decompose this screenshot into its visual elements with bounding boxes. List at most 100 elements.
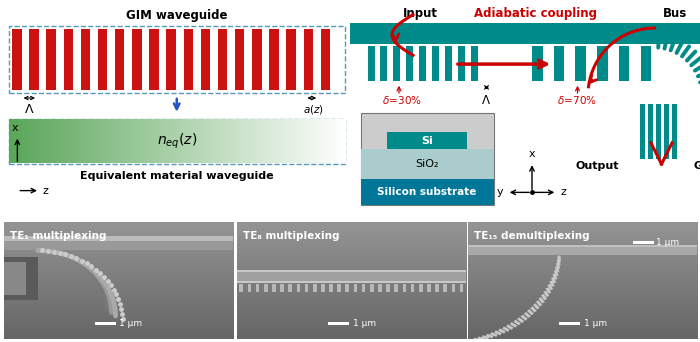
Bar [378, 284, 382, 292]
Bar [115, 29, 125, 90]
Bar [469, 339, 476, 342]
Text: TE₁₅ demultiplexing: TE₁₅ demultiplexing [475, 231, 590, 241]
Text: $\Lambda$: $\Lambda$ [24, 103, 34, 116]
Bar [477, 337, 485, 341]
Bar [218, 29, 228, 90]
Bar [237, 270, 466, 272]
Text: Bus: Bus [664, 8, 687, 21]
Bar [321, 29, 330, 90]
Bar [337, 284, 341, 292]
Bar [393, 47, 400, 81]
Bar [664, 104, 668, 159]
Bar [672, 104, 677, 159]
Bar [98, 29, 107, 90]
Bar [411, 284, 414, 292]
Text: 1 μm: 1 μm [353, 319, 376, 328]
Bar [648, 104, 652, 159]
Text: z: z [42, 186, 48, 196]
Bar [328, 323, 349, 325]
Bar [201, 29, 210, 90]
Text: x: x [528, 149, 536, 159]
Bar [513, 320, 521, 326]
Text: y: y [497, 187, 503, 197]
Bar [545, 287, 552, 294]
Bar [556, 259, 561, 265]
Bar [256, 284, 260, 292]
Bar [520, 315, 528, 320]
Text: Output: Output [576, 161, 620, 171]
Bar [321, 284, 325, 292]
Bar [329, 284, 332, 292]
Bar [386, 284, 390, 292]
Text: 1 μm: 1 μm [584, 319, 607, 328]
Bar [368, 47, 374, 81]
Bar [46, 29, 56, 90]
Text: $\delta\!=\!70\%$: $\delta\!=\!70\%$ [557, 94, 598, 106]
Bar [554, 270, 559, 276]
Text: 1 μm: 1 μm [120, 319, 143, 328]
Bar [533, 303, 540, 310]
Bar [270, 29, 279, 90]
Bar [486, 334, 493, 338]
Bar [473, 338, 481, 342]
Text: $a(z)$: $a(z)$ [303, 103, 324, 116]
Text: Silicon substrate: Silicon substrate [377, 187, 477, 197]
Bar [304, 29, 313, 90]
Bar [506, 324, 514, 330]
Text: GIM waveguide: GIM waveguide [126, 9, 228, 22]
Bar [555, 266, 559, 273]
Bar [554, 47, 564, 81]
Bar [280, 284, 284, 292]
Bar [286, 29, 296, 90]
Bar [346, 284, 349, 292]
Bar [360, 179, 494, 205]
Bar [502, 327, 510, 332]
Bar [460, 284, 463, 292]
Bar [354, 284, 357, 292]
Bar [29, 29, 38, 90]
Bar [557, 255, 561, 262]
Bar [395, 284, 398, 292]
Text: TE₁ multiplexing: TE₁ multiplexing [10, 231, 107, 241]
Bar [471, 47, 478, 81]
Bar [95, 323, 116, 325]
Bar [640, 47, 651, 81]
Bar [4, 257, 38, 300]
Bar [543, 291, 550, 297]
Bar [640, 104, 645, 159]
Text: Equivalent material waveguide: Equivalent material waveguide [80, 171, 274, 182]
Bar [272, 284, 276, 292]
Bar [498, 328, 506, 334]
Bar [4, 236, 233, 241]
Bar [551, 277, 556, 283]
Bar [517, 317, 524, 323]
Bar [183, 29, 193, 90]
Bar [304, 284, 308, 292]
Bar [494, 330, 502, 336]
Bar [468, 247, 697, 255]
Bar [419, 47, 426, 81]
Bar [239, 284, 243, 292]
Bar [427, 284, 430, 292]
Bar [656, 104, 661, 159]
Bar [556, 263, 560, 269]
Bar [482, 335, 489, 340]
Bar [536, 300, 542, 306]
Bar [402, 284, 406, 292]
Bar [524, 312, 531, 318]
Bar [406, 47, 413, 81]
Bar [252, 29, 262, 90]
Bar [362, 284, 365, 292]
Bar [458, 47, 465, 81]
Bar [370, 284, 374, 292]
Bar [132, 29, 141, 90]
Text: $\Lambda$: $\Lambda$ [481, 94, 491, 107]
Bar [468, 245, 697, 248]
Bar [597, 47, 608, 81]
Bar [547, 284, 553, 290]
Bar [527, 309, 534, 315]
Bar [64, 29, 73, 90]
Bar [452, 284, 455, 292]
Bar [350, 23, 700, 44]
Bar [248, 284, 251, 292]
